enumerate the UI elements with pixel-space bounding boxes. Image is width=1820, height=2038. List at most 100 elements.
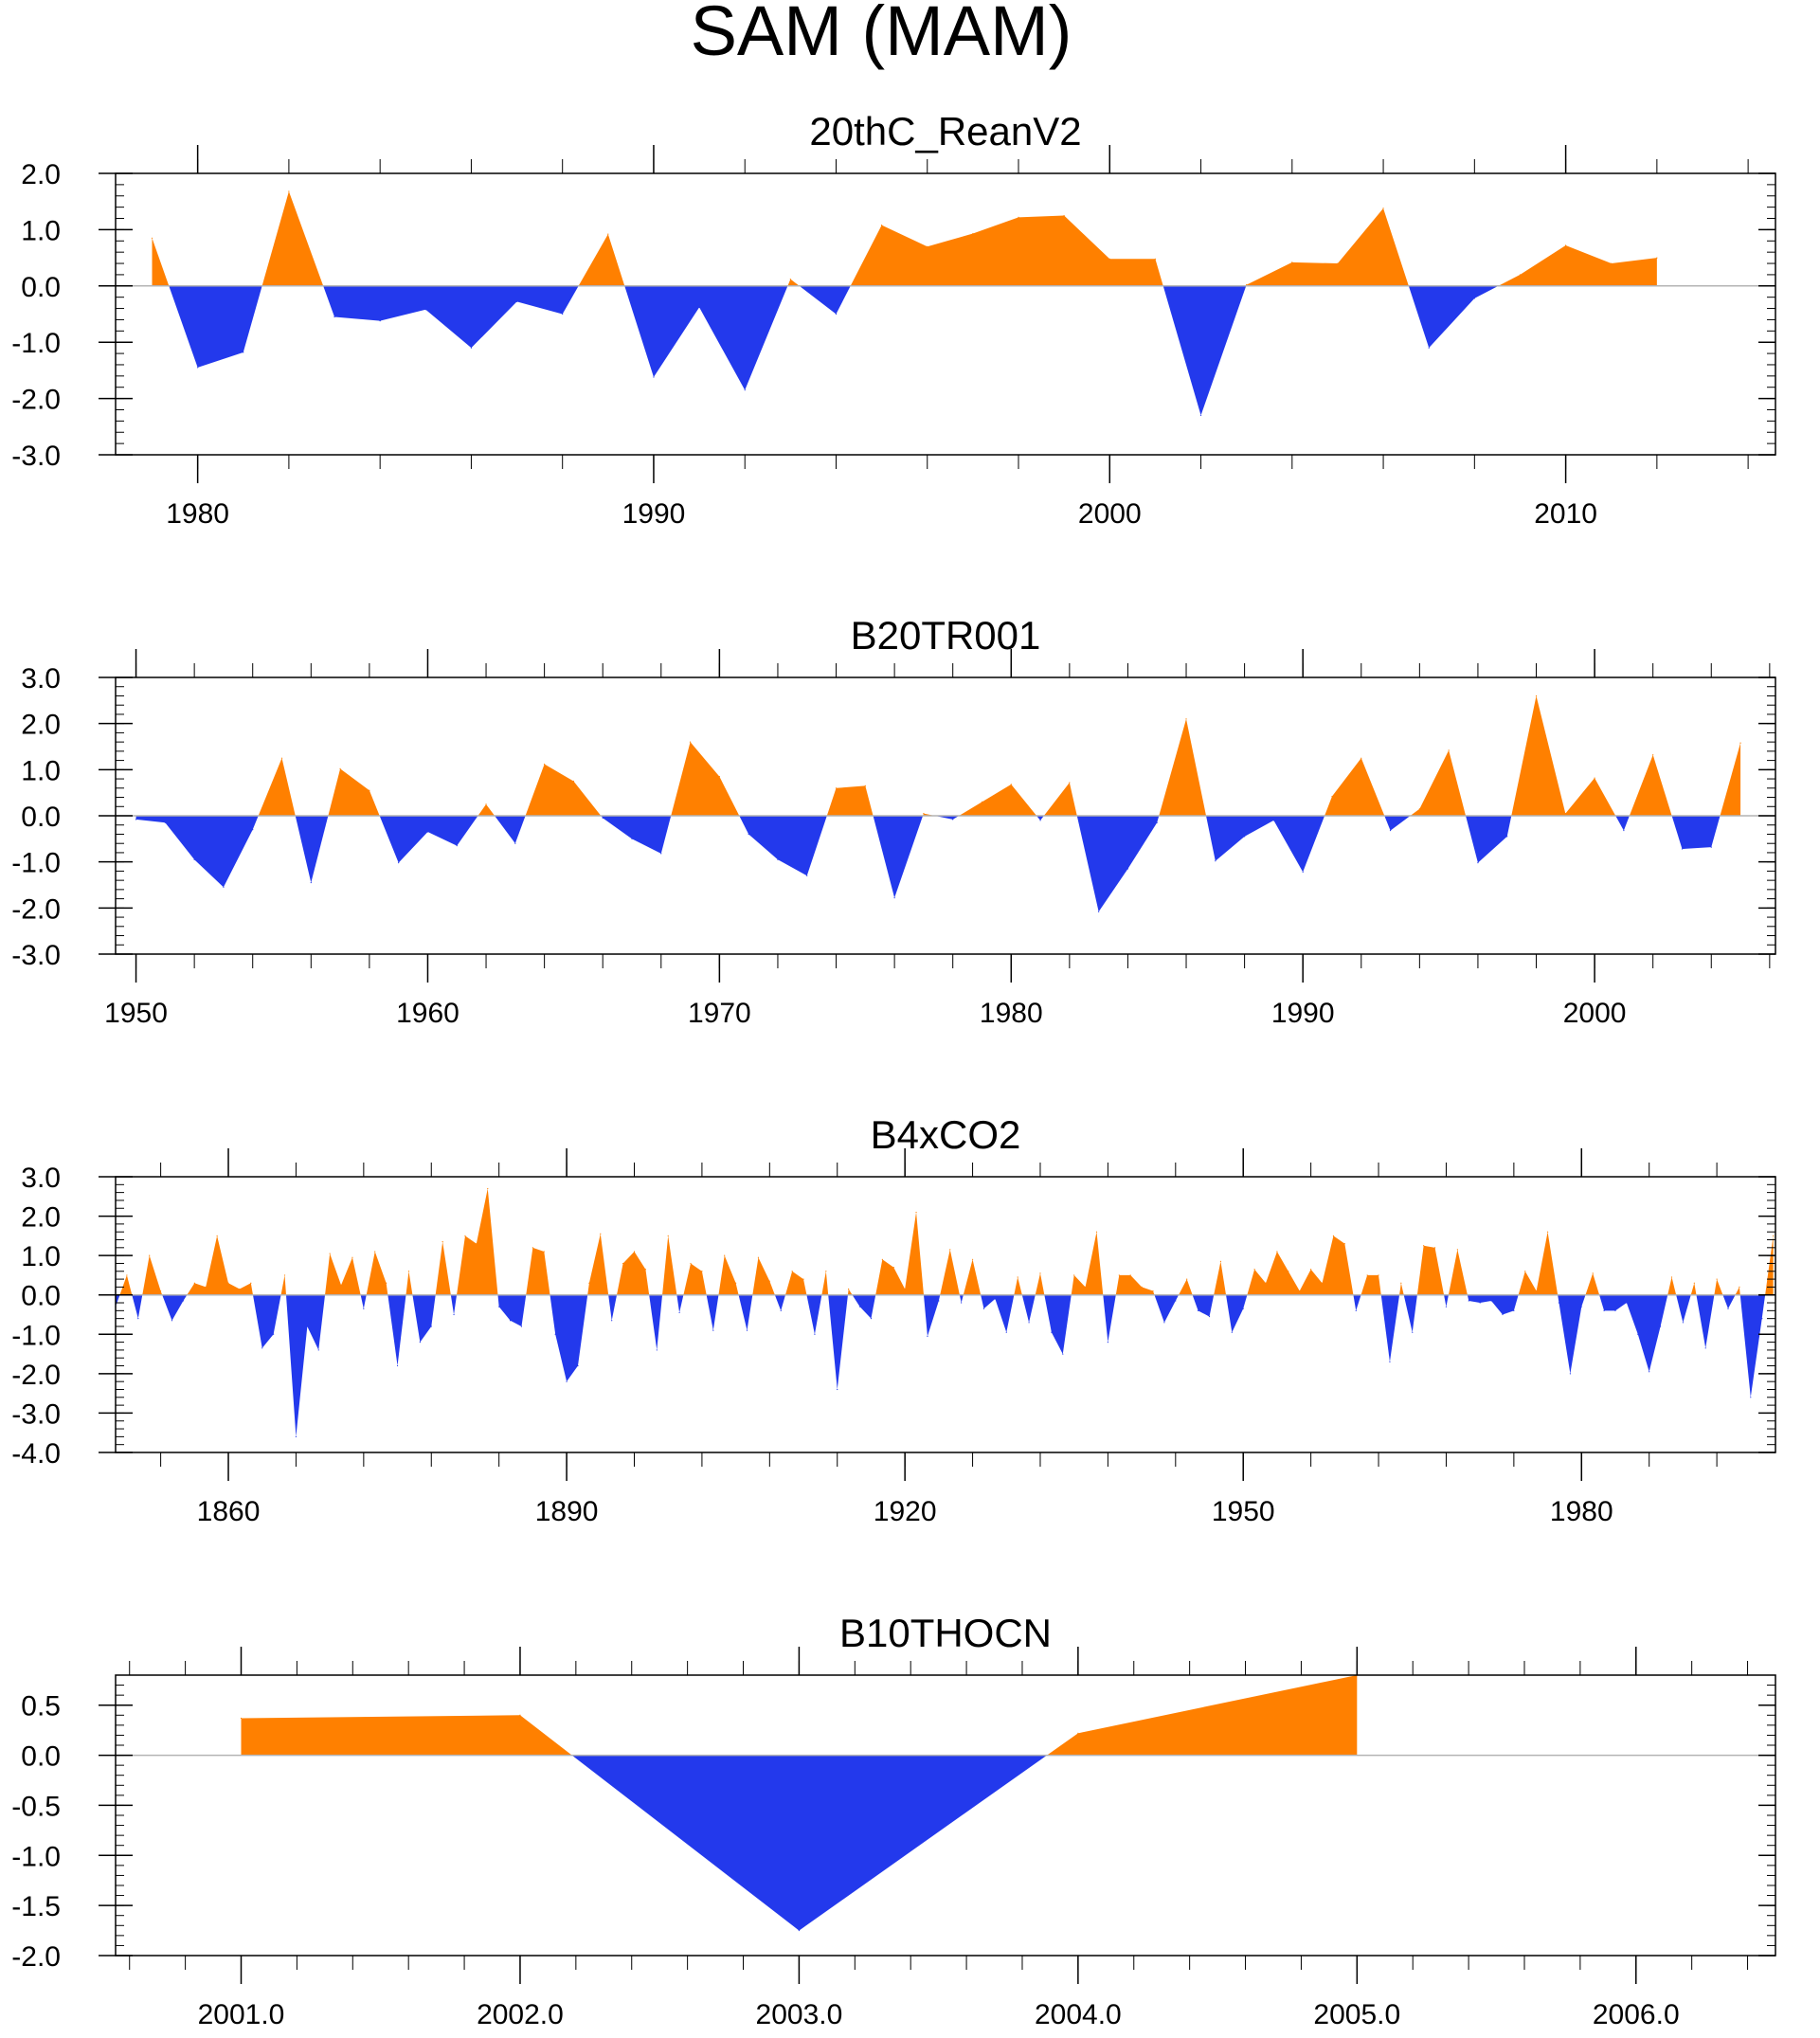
negative-area — [799, 285, 851, 315]
data-point — [1276, 1251, 1278, 1253]
data-point — [1215, 860, 1216, 862]
data-point — [1332, 1235, 1335, 1236]
positive-area — [1046, 1675, 1358, 1756]
panel-title: B20TR001 — [851, 613, 1041, 658]
panel-title: B10THOCN — [839, 1611, 1052, 1655]
data-point — [135, 819, 137, 821]
data-point — [1185, 718, 1187, 720]
panel-title: B4xCO2 — [871, 1112, 1021, 1157]
data-point — [1272, 820, 1274, 821]
positive-area — [526, 1247, 550, 1295]
data-point — [768, 1280, 770, 1282]
data-point — [1513, 1309, 1515, 1311]
data-point — [1580, 1306, 1582, 1308]
data-point — [1051, 1331, 1053, 1333]
data-point — [802, 1278, 804, 1280]
data-point — [814, 1333, 816, 1335]
data-point — [149, 1254, 151, 1256]
positive-area — [847, 1289, 853, 1295]
x-tick-label: 2000 — [1563, 998, 1627, 1029]
x-tick-label: 1970 — [688, 998, 751, 1029]
data-point — [453, 1313, 455, 1316]
data-point — [240, 1717, 243, 1720]
positive-area — [187, 1235, 253, 1295]
data-point — [160, 1290, 162, 1292]
data-point — [487, 1187, 489, 1190]
negative-area — [1226, 1294, 1248, 1333]
data-point — [1253, 1269, 1255, 1271]
data-point — [566, 1380, 568, 1382]
data-point — [543, 1251, 545, 1253]
negative-area — [1676, 1294, 1691, 1323]
positive-area — [1690, 1283, 1697, 1295]
data-point — [660, 853, 662, 855]
data-point — [607, 233, 609, 235]
data-point — [295, 1435, 297, 1437]
y-tick-label: 3.0 — [21, 663, 61, 694]
data-point — [735, 1282, 737, 1284]
data-point — [689, 741, 692, 743]
negative-area — [1021, 1294, 1036, 1323]
data-point — [1389, 829, 1392, 832]
data-point — [864, 785, 866, 786]
negative-area — [774, 1294, 785, 1311]
data-point — [1246, 284, 1248, 286]
data-point — [1343, 1243, 1345, 1245]
data-point — [1141, 1286, 1143, 1288]
data-point — [554, 1333, 556, 1335]
data-point — [288, 190, 290, 192]
positive-area — [280, 1274, 286, 1295]
y-tick-label: 0.0 — [21, 802, 61, 833]
positive-area — [1399, 1283, 1404, 1295]
data-point — [1163, 1322, 1165, 1324]
y-tick-label: -2.0 — [11, 385, 61, 416]
data-point — [1428, 347, 1430, 349]
y-tick-label: -2.0 — [11, 893, 61, 925]
data-point — [881, 1258, 883, 1260]
negative-area — [828, 1294, 848, 1390]
data-point — [261, 1347, 263, 1349]
y-tick-label: -1.5 — [11, 1891, 61, 1922]
positive-area — [784, 1271, 807, 1295]
data-point — [1445, 1306, 1448, 1308]
negative-area — [624, 285, 788, 390]
x-tick-label: 2002.0 — [477, 1999, 564, 2030]
data-point — [1219, 1260, 1222, 1262]
x-tick-label: 1860 — [197, 1496, 261, 1527]
data-point — [892, 1267, 894, 1269]
data-point — [509, 1320, 512, 1322]
data-point — [961, 1302, 963, 1304]
positive-area — [457, 1188, 498, 1295]
y-tick-label: -1.0 — [11, 328, 61, 359]
y-tick-label: 1.0 — [21, 215, 61, 246]
x-axis: 1980 1990 2000 2010 — [166, 145, 1749, 530]
data-point — [971, 1258, 974, 1260]
data-point — [1652, 754, 1654, 756]
data-point — [514, 842, 516, 844]
data-point — [171, 1320, 173, 1322]
data-point — [1682, 1322, 1685, 1324]
negative-area — [1036, 816, 1044, 821]
panel-20thc-reanv2: 20thC_ReanV2 -3.0 -2.0 -1.0 0.0 1.0 2.0 1980 199… — [11, 109, 1776, 530]
data-point — [1118, 1274, 1120, 1276]
data-point — [205, 1286, 207, 1288]
negative-area — [135, 816, 259, 888]
positive-area — [119, 1274, 133, 1295]
data-point — [994, 1298, 996, 1300]
positive-area — [1765, 1235, 1774, 1295]
negative-area — [1076, 816, 1160, 912]
data-point — [1456, 1249, 1458, 1251]
negative-area — [1408, 285, 1499, 349]
data-point — [1502, 1313, 1504, 1316]
data-point — [789, 279, 791, 280]
y-tick-label: 2.0 — [21, 159, 61, 190]
data-point — [1594, 777, 1595, 779]
positive-area — [1511, 695, 1616, 816]
positive-area — [1159, 718, 1207, 816]
positive-area — [258, 758, 296, 816]
y-tick-label: 0.0 — [21, 1281, 61, 1312]
data-point — [1302, 871, 1304, 873]
data-point — [562, 313, 564, 316]
positive-area — [435, 1241, 451, 1295]
